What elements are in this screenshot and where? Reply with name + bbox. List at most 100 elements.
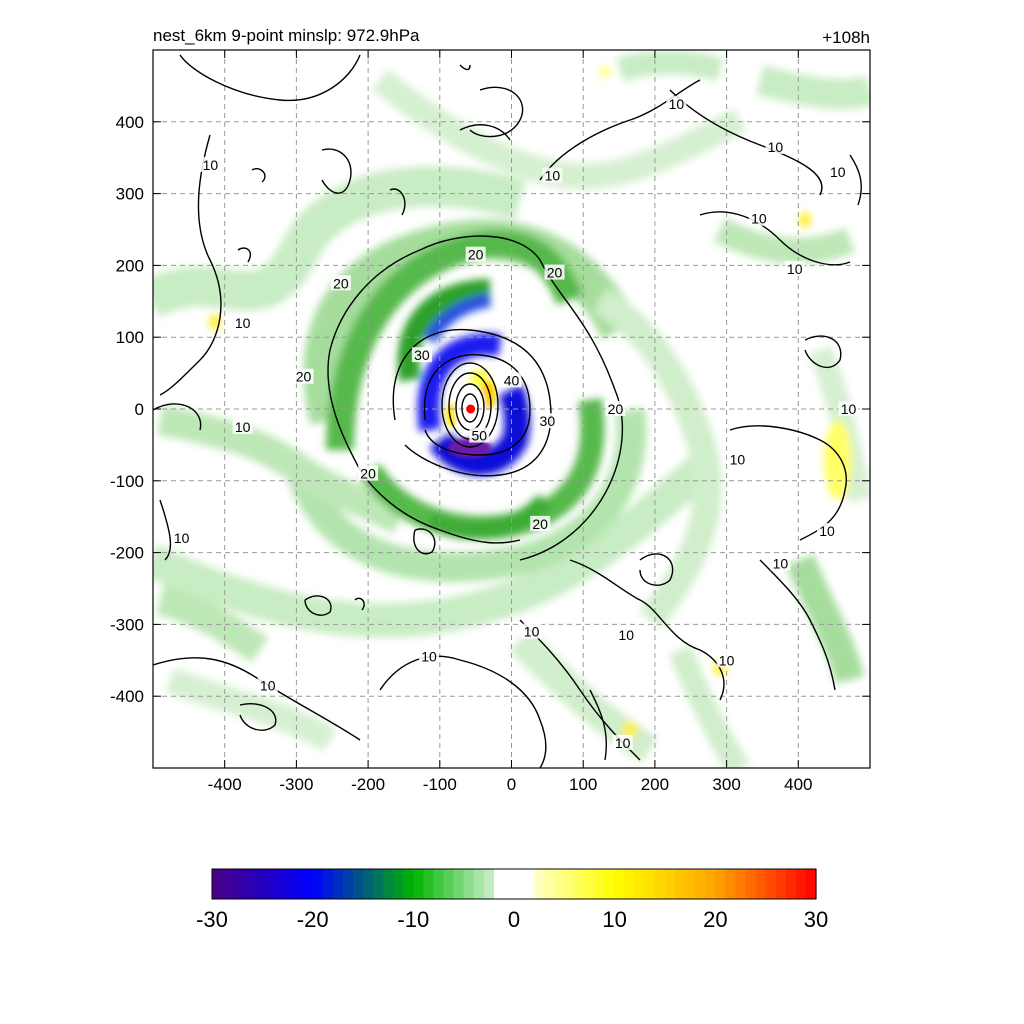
colorbar-ticks: -30 -20 -10 0 10 20 30: [196, 907, 828, 932]
colorbar-swatch: [413, 869, 424, 899]
contour-label-bg: [330, 275, 351, 291]
contour-label: 10: [260, 677, 276, 693]
colorbar-swatch: [624, 869, 636, 899]
colorbar-swatch: [795, 869, 807, 899]
x-tick-label: 300: [712, 775, 740, 794]
contour-label-bg: [419, 648, 440, 664]
colorbar-swatch: [534, 869, 545, 899]
contour-label: 10: [235, 419, 251, 435]
contour-label-bg: [605, 401, 626, 416]
colorbar-swatch: [564, 869, 575, 899]
contour-label: 10: [768, 139, 784, 155]
colorbar-swatch: [212, 869, 223, 899]
contour-label-bg: [232, 418, 253, 434]
contour-label-bg: [784, 260, 805, 276]
colorbar-tick-label: -30: [196, 907, 228, 932]
contour-label-bg: [465, 246, 486, 262]
colorbar-swatch: [483, 869, 495, 899]
colorbar-swatch: [453, 869, 465, 899]
contour-label-bg: [727, 451, 748, 467]
colorbar-swatch: [443, 869, 455, 899]
contour-label-bg: [232, 314, 253, 330]
colorbar-swatch: [715, 869, 726, 899]
colorbar-swatch: [675, 869, 686, 899]
y-tick-label: -400: [110, 687, 144, 706]
contour-label-bg: [358, 465, 379, 481]
contour-label-bg: [501, 372, 522, 388]
colorbar-tick-label: 10: [602, 907, 626, 932]
colorbar-swatch: [755, 869, 767, 899]
contour-label: 10: [618, 627, 634, 643]
x-tick-label: -400: [208, 775, 242, 794]
contour-label: 10: [841, 401, 857, 417]
colorbar-swatch: [634, 869, 646, 899]
contour-label: 10: [203, 157, 219, 173]
contour-label: 20: [468, 247, 484, 263]
contour-label-bg: [616, 627, 637, 643]
contour-lines: [153, 54, 862, 768]
forecast-hour-label: +108h: [822, 28, 870, 47]
colorbar-swatch: [584, 869, 596, 899]
colorbar-swatch: [705, 869, 716, 899]
colorbar-swatch: [665, 869, 676, 899]
colorbar-swatch: [423, 869, 435, 899]
x-tick-label: -200: [351, 775, 385, 794]
contour-label: 10: [819, 523, 835, 539]
x-tick-label: 400: [784, 775, 812, 794]
colorbar-swatch: [403, 869, 414, 899]
colorbar-swatch: [775, 869, 787, 899]
colorbar-swatch: [292, 869, 304, 899]
contour-label-bg: [257, 677, 278, 693]
contour-label: 10: [730, 451, 746, 467]
contour-label-bg: [770, 555, 791, 571]
colorbar-swatch: [735, 869, 747, 899]
y-tick-label: -100: [110, 472, 144, 491]
colorbar-swatch: [373, 869, 384, 899]
x-tick-label: 0: [507, 775, 516, 794]
y-tick-label: 300: [116, 185, 144, 204]
shading-layer: [153, 50, 870, 768]
contour-label: 50: [471, 428, 487, 444]
contour-label-bg: [200, 156, 221, 172]
colorbar-swatch: [222, 869, 233, 899]
contour-label: 20: [296, 369, 312, 385]
contour-label-bg: [537, 413, 558, 429]
x-tick-label: -300: [279, 775, 313, 794]
y-tick-label: 200: [116, 256, 144, 275]
colorbar-swatch: [352, 869, 364, 899]
y-tick-label: -300: [110, 615, 144, 634]
contour-label: 30: [540, 413, 556, 429]
colorbar-swatches: [212, 869, 817, 899]
colorbar-swatch: [322, 869, 334, 899]
colorbar-swatch: [383, 869, 394, 899]
plot-area: 10 10 10 10 10 10 10 10 10 10 10 10 10 10 10 10 10 10 10 10…: [153, 50, 870, 768]
contour-label: 20: [608, 401, 624, 417]
colorbar-swatch: [262, 869, 273, 899]
colorbar-swatch: [695, 869, 706, 899]
x-tick-label: -100: [423, 775, 457, 794]
contour-label: 10: [787, 261, 803, 277]
colorbar-swatch: [282, 869, 294, 899]
colorbar-tick-label: 20: [703, 907, 727, 932]
contour-label: 10: [421, 649, 437, 665]
colorbar-swatch: [524, 869, 535, 899]
colorbar-swatch: [272, 869, 284, 899]
contour-label: 10: [524, 624, 540, 640]
contour-label: 10: [719, 652, 735, 668]
colorbar-swatch: [544, 869, 555, 899]
colorbar-swatch: [232, 869, 243, 899]
contour-label: 20: [532, 516, 548, 532]
colorbar-swatch: [312, 869, 324, 899]
contour-label-bg: [469, 427, 490, 443]
y-axis: 400 300 200 100 0 -100 -200 -300 -400: [110, 113, 870, 706]
colorbar-swatch: [644, 869, 656, 899]
contour-label-bg: [816, 523, 837, 539]
y-tick-label: -200: [110, 544, 144, 563]
colorbar-swatch: [574, 869, 586, 899]
colorbar-swatch: [614, 869, 626, 899]
colorbar-swatch: [745, 869, 757, 899]
contour-label-bg: [612, 734, 633, 750]
contour-labels: 10 10 10 10 10 10 10 10 10 10 10 10 10 10 10 10 10 10 10 10…: [171, 95, 859, 751]
contour-label: 10: [545, 168, 561, 184]
contour-label: 10: [235, 315, 251, 331]
